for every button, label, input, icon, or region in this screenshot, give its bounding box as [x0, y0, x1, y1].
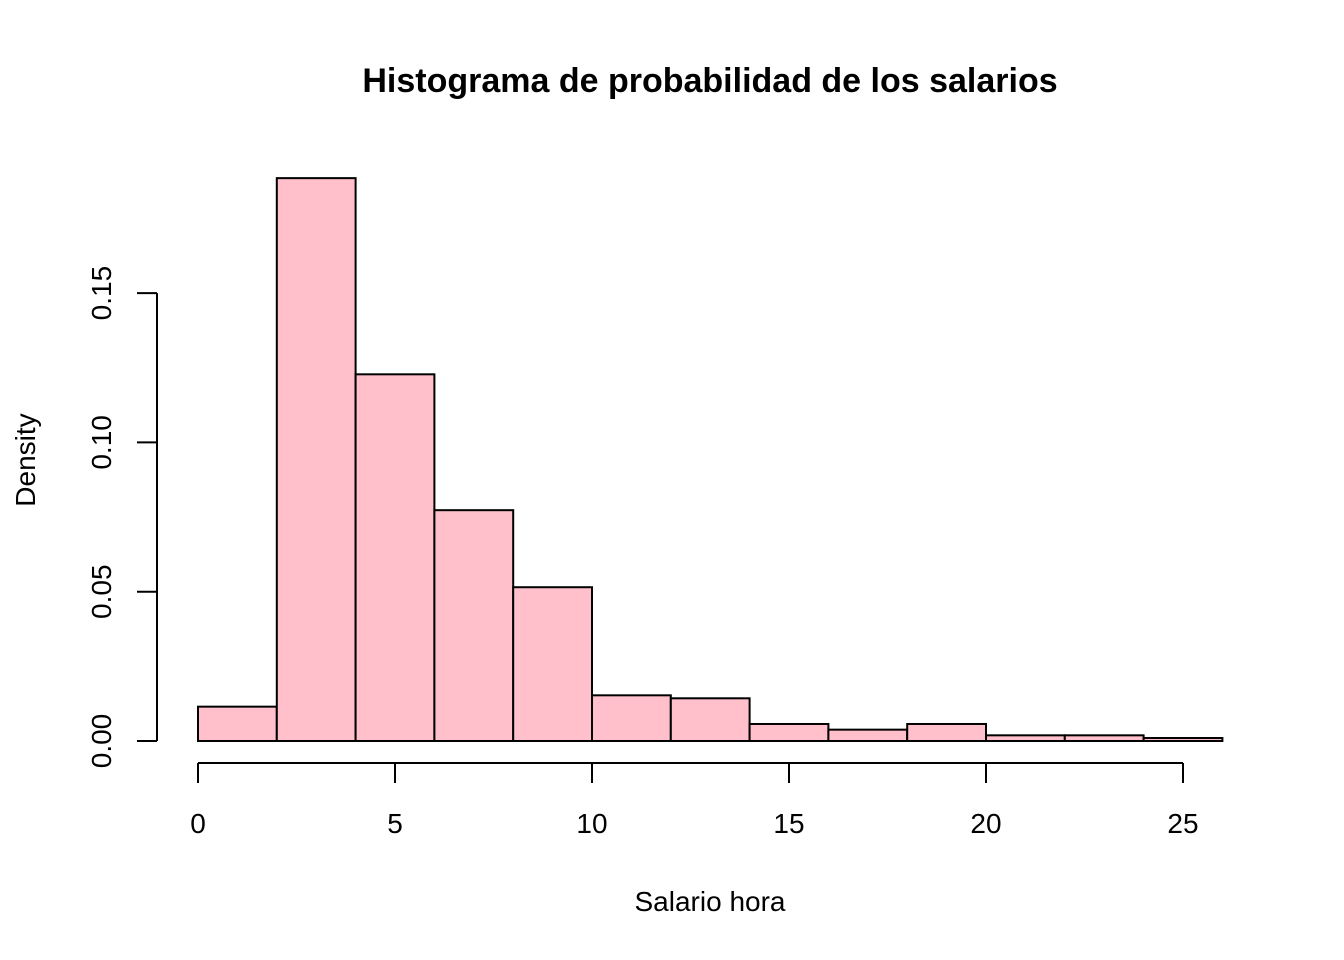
histogram-bar-4: [512, 586, 594, 743]
y-tick-label-3: 0.15: [86, 266, 117, 321]
histogram-bar-9: [906, 722, 988, 742]
x-axis-label: Salario hora: [635, 886, 786, 917]
chart-title: Histograma de probabilidad de los salari…: [362, 62, 1057, 100]
y-tick-label-0: 0.00: [86, 714, 117, 769]
histogram-bar-12: [1142, 737, 1224, 742]
x-tick-label-5: 25: [1167, 808, 1198, 839]
histogram-bar-7: [748, 722, 830, 742]
x-tick-label-1: 5: [387, 808, 403, 839]
y-tick-label-2: 0.10: [86, 415, 117, 470]
histogram-bar-6: [669, 697, 751, 742]
histogram-bar-1: [275, 177, 357, 743]
x-axis: 0 5 10 15 20 25: [190, 762, 1199, 839]
y-axis: 0.00 0.05 0.10 0.15: [86, 266, 158, 769]
histogram-bar-0: [197, 705, 278, 743]
x-tick-label-2: 10: [576, 808, 607, 839]
y-tick-label-1: 0.05: [86, 564, 117, 619]
y-axis-label: Density: [10, 413, 41, 506]
x-tick-label-3: 15: [773, 808, 804, 839]
histogram-bar-8: [827, 728, 909, 742]
histogram-bar-11: [1063, 734, 1145, 742]
histogram-bar-10: [985, 734, 1066, 742]
histogram-bar-2: [354, 373, 436, 742]
x-tick-label-0: 0: [190, 808, 206, 839]
histogram-bar-3: [433, 509, 515, 742]
histogram-bar-5: [591, 694, 672, 743]
x-tick-label-4: 20: [970, 808, 1001, 839]
histogram-bars: [197, 177, 1224, 743]
